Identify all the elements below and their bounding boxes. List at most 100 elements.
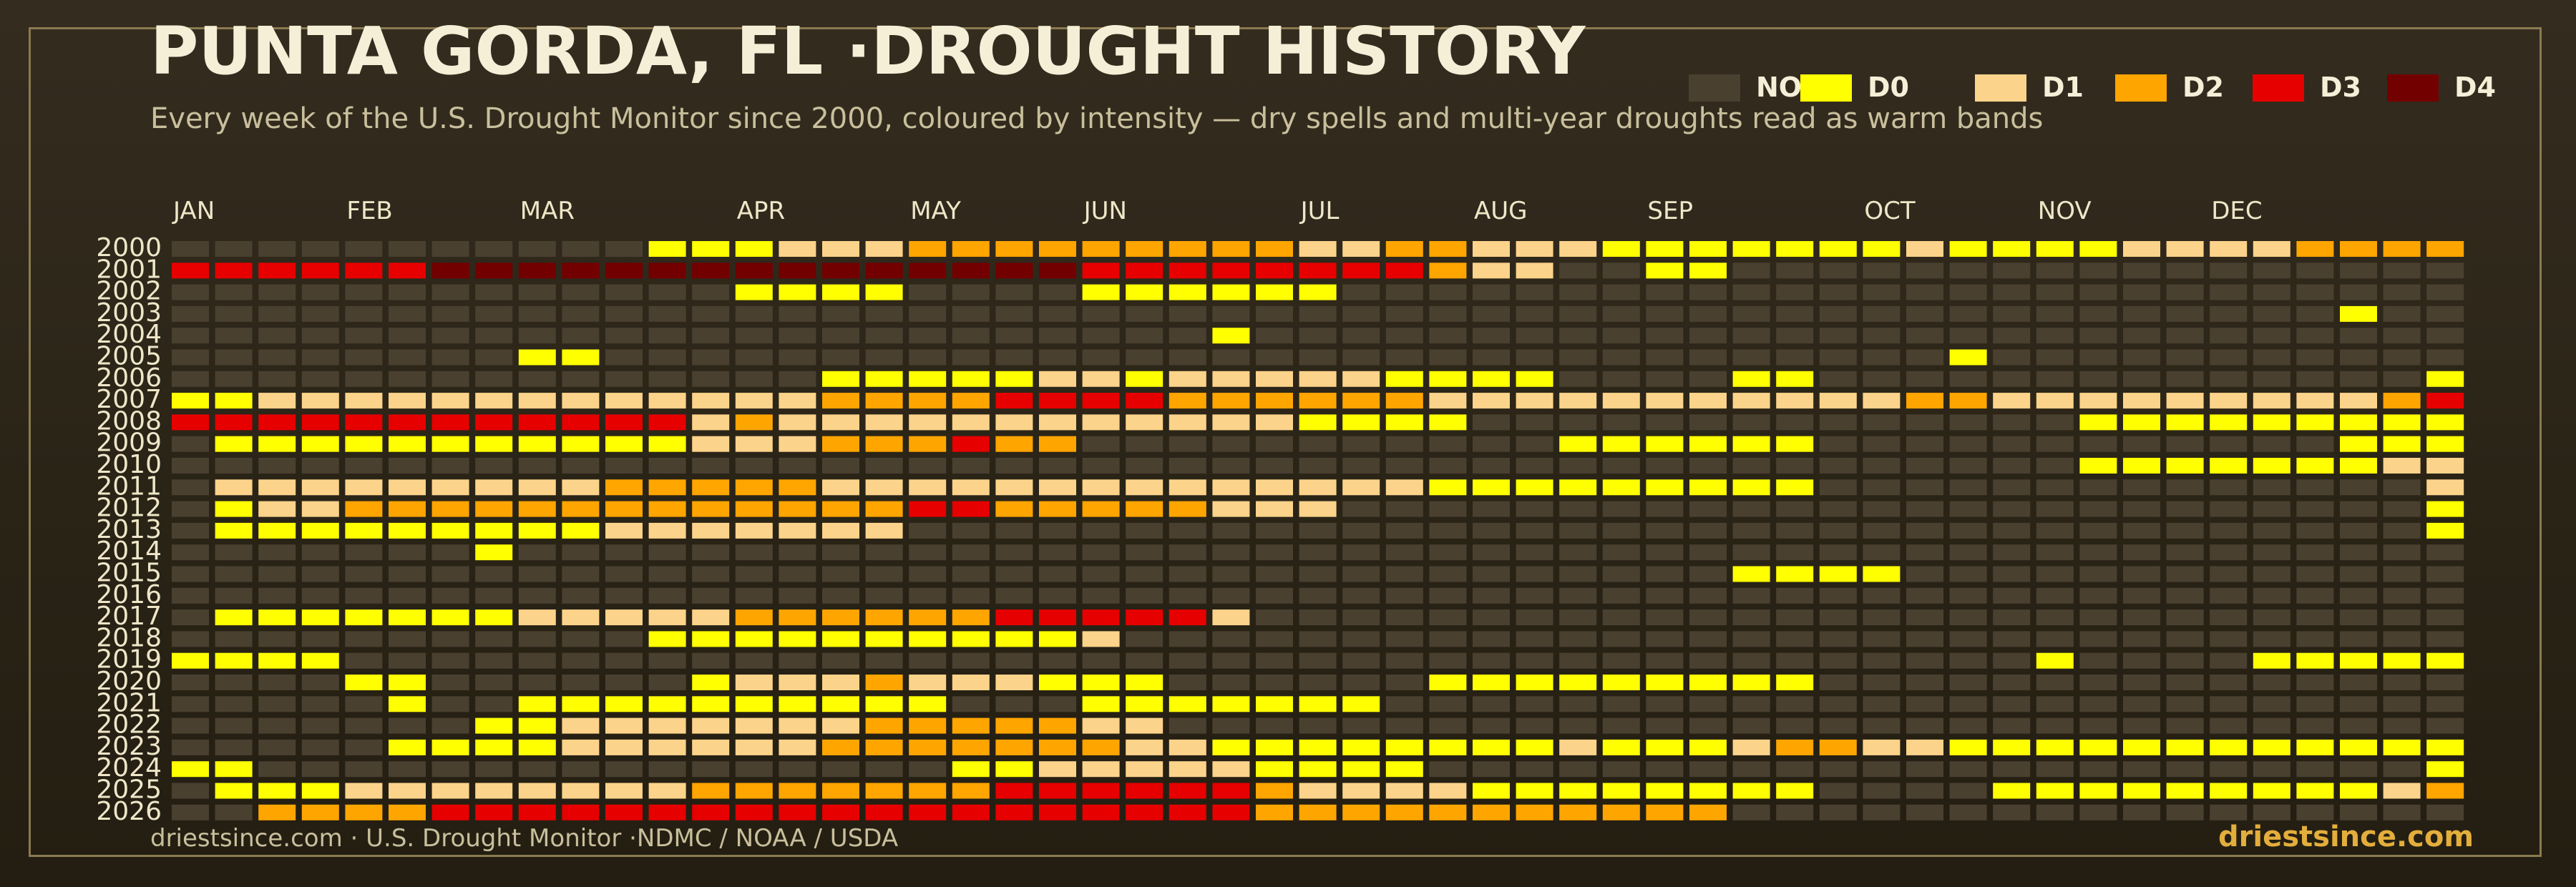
year-label: 2023	[96, 732, 162, 761]
heatmap-cell	[952, 328, 990, 344]
heatmap-cell	[1039, 587, 1076, 604]
heatmap-cell	[1646, 717, 1684, 734]
heatmap-cell	[692, 328, 730, 344]
heatmap-cell	[1776, 241, 1814, 257]
heatmap-cell	[2340, 305, 2377, 322]
heatmap-cell	[1256, 328, 1293, 344]
heatmap-cell	[1516, 544, 1553, 561]
heatmap-cell	[1169, 349, 1206, 366]
heatmap-cell	[1602, 804, 1640, 820]
heatmap-cell	[1646, 566, 1684, 582]
heatmap-cell	[1082, 458, 1120, 474]
heatmap-cell	[995, 804, 1033, 820]
heatmap-cell	[1863, 717, 1901, 734]
heatmap-cell	[562, 783, 600, 799]
heatmap-cell	[865, 305, 903, 322]
heatmap-cell	[952, 804, 990, 820]
heatmap-cell	[1819, 284, 1857, 300]
heatmap-cell	[2296, 804, 2334, 820]
heatmap-cell	[1385, 458, 1423, 474]
heatmap-cell	[172, 631, 209, 647]
heatmap-cell	[1385, 501, 1423, 517]
heatmap-cell	[2123, 761, 2160, 778]
year-label: 2005	[96, 342, 162, 371]
heatmap-cell	[1299, 393, 1337, 409]
heatmap-cell	[1732, 783, 1770, 799]
heatmap-cell	[995, 371, 1033, 387]
heatmap-cell	[1689, 328, 1727, 344]
heatmap-cell	[909, 783, 947, 799]
heatmap-cell	[2296, 349, 2334, 366]
heatmap-cell	[2036, 436, 2074, 452]
heatmap-cell	[2253, 414, 2290, 431]
heatmap-cell	[779, 479, 816, 496]
heatmap-cell	[1082, 739, 1120, 755]
heatmap-cell	[172, 761, 209, 778]
heatmap-cell	[215, 371, 253, 387]
heatmap-cell	[1689, 761, 1727, 778]
heatmap-cell	[2253, 587, 2290, 604]
heatmap-cell	[1732, 349, 1770, 366]
heatmap-cell	[692, 783, 730, 799]
heatmap-cell	[1039, 544, 1076, 561]
heatmap-cell	[1689, 631, 1727, 647]
heatmap-cell	[2383, 349, 2421, 366]
heatmap-cell	[1082, 783, 1120, 799]
heatmap-cell	[1906, 696, 1943, 712]
heatmap-cell	[1256, 587, 1293, 604]
heatmap-cell	[258, 566, 296, 582]
heatmap-cell	[2036, 783, 2074, 799]
heatmap-cell	[1039, 675, 1076, 690]
heatmap-cell	[1299, 652, 1337, 669]
heatmap-cell	[1256, 436, 1293, 452]
heatmap-cell	[2036, 587, 2074, 604]
heatmap-cell	[1949, 328, 1987, 344]
year-label: 2024	[96, 753, 162, 783]
heatmap-cell	[389, 544, 426, 561]
heatmap-cell	[475, 349, 513, 366]
heatmap-cell	[1993, 328, 2031, 344]
heatmap-cell	[865, 241, 903, 257]
heatmap-cell	[909, 652, 947, 669]
heatmap-cell	[692, 675, 730, 690]
heatmap-cell	[562, 522, 600, 539]
heatmap-cell	[1646, 349, 1684, 366]
legend-swatch-d1	[1975, 74, 2026, 102]
heatmap-cell	[2296, 393, 2334, 409]
heatmap-cell	[2166, 522, 2204, 539]
heatmap-cell	[345, 328, 383, 344]
month-label-may: MAY	[910, 197, 961, 225]
legend-swatch-none	[1689, 74, 1740, 102]
heatmap-cell	[1906, 804, 1943, 820]
heatmap-cell	[301, 761, 339, 778]
heatmap-cell	[172, 371, 209, 387]
heatmap-cell	[1473, 717, 1510, 734]
heatmap-cell	[1602, 501, 1640, 517]
heatmap-cell	[1602, 263, 1640, 279]
heatmap-cell	[822, 804, 859, 820]
heatmap-cell	[345, 761, 383, 778]
heatmap-cell	[822, 371, 859, 387]
heatmap-cell	[1212, 479, 1250, 496]
heatmap-cell	[562, 349, 600, 366]
heatmap-cell	[518, 263, 556, 279]
heatmap-cell	[1863, 696, 1901, 712]
heatmap-cell	[258, 696, 296, 712]
heatmap-cell	[1082, 328, 1120, 344]
year-label: 2009	[96, 428, 162, 458]
heatmap-cell	[1863, 414, 1901, 431]
heatmap-cell	[562, 284, 600, 300]
heatmap-cell	[2426, 241, 2464, 257]
heatmap-cell	[1819, 241, 1857, 257]
heatmap-cell	[518, 241, 556, 257]
heatmap-cell	[648, 761, 686, 778]
heatmap-cell	[1429, 761, 1467, 778]
heatmap-cell	[2079, 458, 2117, 474]
heatmap-cell	[1473, 522, 1510, 539]
heatmap-cell	[1516, 349, 1553, 366]
legend-label-d1: D1	[2042, 72, 2084, 103]
heatmap-cell	[2036, 305, 2074, 322]
heatmap-cell	[1732, 587, 1770, 604]
heatmap-cell	[1473, 393, 1510, 409]
heatmap-cell	[1385, 284, 1423, 300]
